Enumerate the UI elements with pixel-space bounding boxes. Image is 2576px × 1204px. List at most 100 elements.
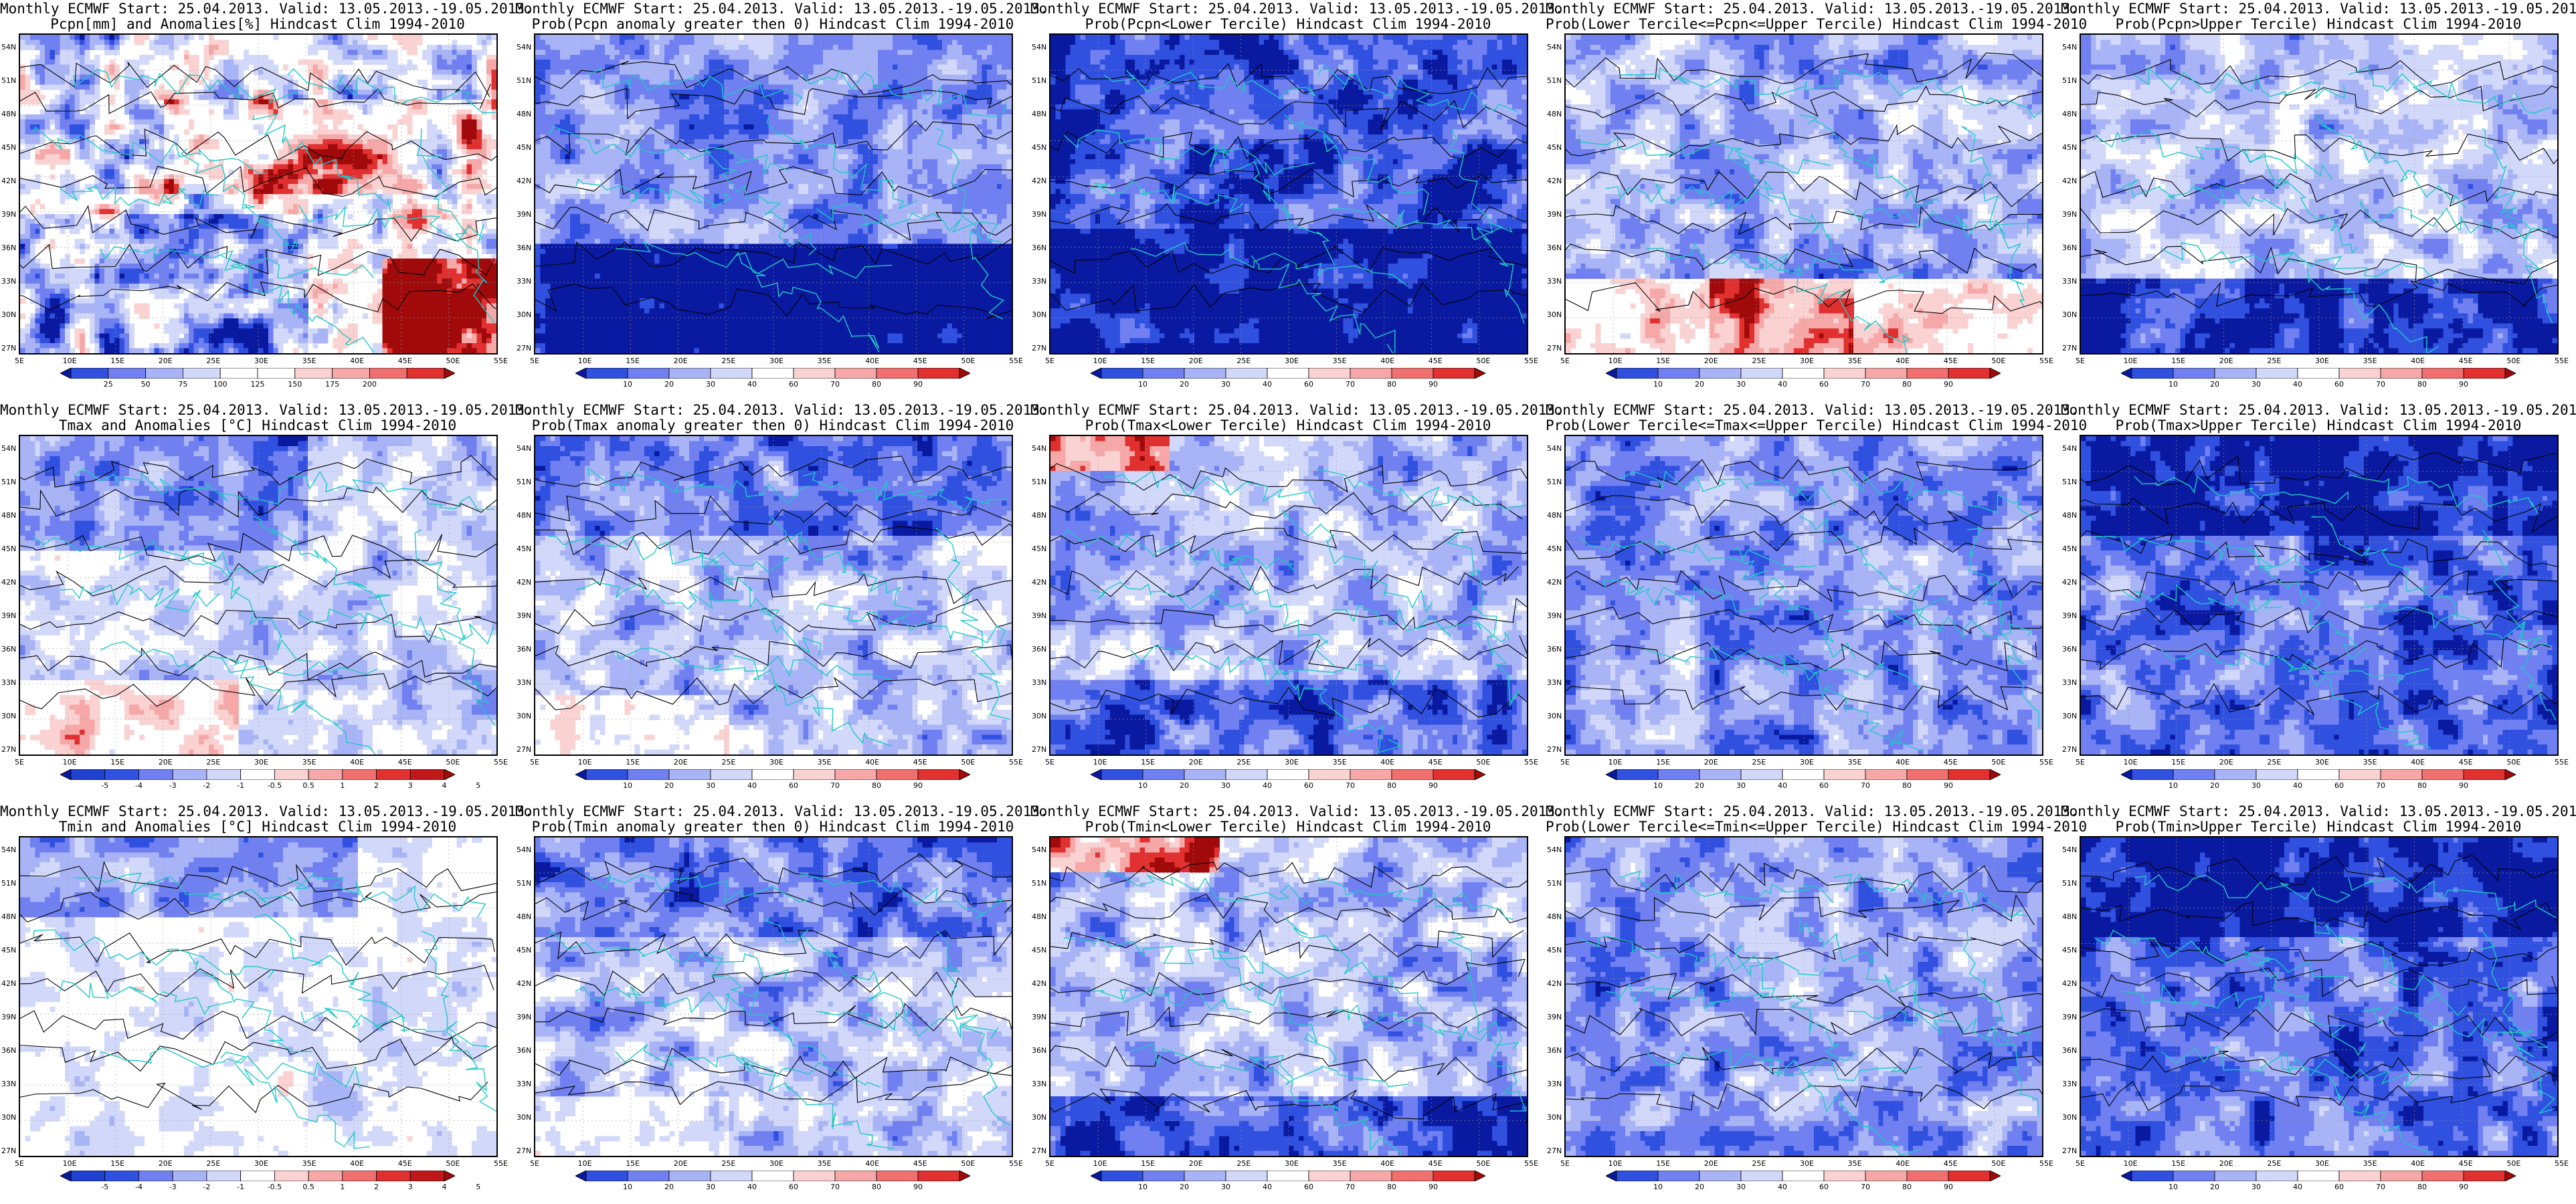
colorbar-tick-label: 10 (2169, 781, 2178, 790)
panel-title: Monthly ECMWF Start: 25.04.2013. Valid: … (2061, 403, 2576, 433)
lat-tick-label: 33N (1032, 1080, 1046, 1088)
lat-tick-label: 45N (517, 143, 531, 152)
colorbar-tick-label: 30 (2251, 380, 2261, 389)
map-panel: Monthly ECMWF Start: 25.04.2013. Valid: … (2061, 401, 2576, 803)
lon-tick-label: 25E (721, 1159, 735, 1168)
colorbar-tick-label: 2 (374, 1183, 379, 1191)
colorbar-tick-label: 60 (1819, 781, 1829, 790)
lat-tick-label: 48N (2062, 110, 2077, 118)
lat-tick-label: 42N (517, 578, 531, 587)
lon-tick-label: 55E (1009, 357, 1023, 365)
lon-tick-label: 50E (446, 1159, 460, 1168)
colorbar-labels: 10 20 30 40 60 70 80 90 (2121, 1183, 2516, 1193)
lat-tick-label: 42N (2062, 177, 2077, 185)
panel-title-line2: Prob(Tmax anomaly greater then 0) Hindca… (515, 418, 1030, 433)
colorbar (2121, 769, 2516, 780)
map-field (20, 35, 496, 353)
lat-tick-label: 30N (517, 310, 531, 319)
lon-tick-label: 50E (2506, 357, 2520, 365)
lat-tick-label: 54N (517, 845, 531, 854)
colorbar (2121, 368, 2516, 379)
map-frame (1564, 33, 2043, 355)
lat-tick-label: 27N (1032, 344, 1046, 353)
colorbar-swatches (60, 1171, 455, 1181)
lon-tick-label: 50E (1476, 1159, 1490, 1168)
lat-tick-label: 36N (517, 645, 531, 654)
colorbar-tick-label: -3 (169, 1183, 177, 1191)
lon-tick-label: 35E (2363, 758, 2377, 767)
lat-tick-label: 45N (1, 946, 16, 955)
colorbar-tick-label: 60 (1304, 1183, 1313, 1191)
lon-tick-label: 25E (2267, 758, 2281, 767)
colorbar-tick-label: 10 (623, 1183, 632, 1191)
lon-tick-label: 20E (1704, 758, 1718, 767)
colorbar-tick-label: -4 (135, 1183, 143, 1191)
panel-title-line2: Tmax and Anomalies [°C] Hindcast Clim 19… (0, 418, 515, 433)
lon-tick-label: 10E (2124, 758, 2138, 767)
lon-tick-label: 30E (2315, 758, 2329, 767)
colorbar-tick-label: 30 (706, 380, 715, 389)
panel-title-line1: Monthly ECMWF Start: 25.04.2013. Valid: … (2061, 804, 2576, 819)
lon-tick-label: 10E (578, 758, 592, 767)
lat-tick-label: 30N (1032, 1113, 1046, 1122)
colorbar-tick-label: 0.5 (302, 781, 314, 790)
lat-tick-label: 33N (2062, 1080, 2077, 1088)
lon-tick-label: 15E (1656, 758, 1670, 767)
lat-tick-label: 39N (1032, 210, 1046, 219)
lat-tick-label: 48N (1547, 511, 1562, 520)
lon-tick-label: 30E (1800, 357, 1814, 365)
lon-tick-label: 50E (446, 357, 460, 365)
lon-tick-label: 10E (1608, 357, 1623, 365)
colorbar-tick-label: -3 (169, 781, 177, 790)
lon-tick-label: 30E (2315, 1159, 2329, 1168)
lon-tick-label: 45E (1944, 357, 1958, 365)
colorbar-tick-label: 40 (1263, 380, 1272, 389)
panel-title: Monthly ECMWF Start: 25.04.2013. Valid: … (1030, 804, 1546, 835)
colorbar (2121, 1171, 2516, 1181)
panel-title-line2: Prob(Tmin>Upper Tercile) Hindcast Clim 1… (2061, 819, 2576, 835)
colorbar-tick-label: 60 (789, 1183, 798, 1191)
colorbar-tick-label: 20 (1695, 781, 1704, 790)
panel-title-line2: Prob(Tmax>Upper Tercile) Hindcast Clim 1… (2061, 418, 2576, 433)
lat-tick-label: 48N (1, 511, 16, 520)
lon-tick-label: 25E (206, 1159, 220, 1168)
lon-tick-label: 30E (769, 357, 784, 365)
colorbar-tick-label: 60 (1819, 1183, 1829, 1191)
lat-tick-label: 27N (1547, 344, 1562, 353)
lon-tick-label: 5E (2076, 357, 2085, 365)
lat-tick-label: 45N (1, 544, 16, 553)
lon-tick-label: 20E (674, 758, 688, 767)
colorbar-tick-label: 10 (2169, 380, 2178, 389)
lon-tick-label: 25E (2267, 357, 2281, 365)
lon-tick-label: 40E (1896, 357, 1910, 365)
panel-title: Monthly ECMWF Start: 25.04.2013. Valid: … (1546, 804, 2061, 835)
lat-tick-label: 30N (2062, 310, 2077, 319)
lon-tick-label: 45E (2459, 357, 2473, 365)
lon-tick-label: 45E (398, 1159, 412, 1168)
lon-tick-label: 10E (578, 1159, 592, 1168)
lat-tick-label: 30N (1, 310, 16, 319)
colorbar-tick-label: 90 (1944, 781, 1953, 790)
colorbar-tick-label: 90 (1429, 380, 1438, 389)
lon-tick-label: 10E (1093, 758, 1107, 767)
panel-title-line1: Monthly ECMWF Start: 25.04.2013. Valid: … (2061, 1, 2576, 17)
map-frame (19, 435, 498, 756)
panel-title: Monthly ECMWF Start: 25.04.2013. Valid: … (515, 1, 1030, 32)
colorbar-tick-label: 60 (1819, 380, 1829, 389)
lon-tick-label: 20E (2219, 357, 2233, 365)
map-panel: Monthly ECMWF Start: 25.04.2013. Valid: … (515, 803, 1030, 1204)
map-frame (534, 836, 1013, 1157)
colorbar-tick-label: 3 (408, 1183, 413, 1191)
colorbar-tick-label: 80 (1902, 1183, 1912, 1191)
lon-tick-label: 40E (1896, 758, 1910, 767)
lat-tick-label: 30N (1032, 310, 1046, 319)
lat-tick-label: 27N (1, 745, 16, 754)
lat-tick-label: 48N (517, 912, 531, 921)
colorbar-tick-label: 20 (2210, 380, 2219, 389)
colorbar-tick-label: 90 (913, 380, 923, 389)
panel-title: Monthly ECMWF Start: 25.04.2013. Valid: … (1546, 403, 2061, 433)
colorbar-swatches (575, 769, 970, 780)
lon-tick-label: 20E (159, 1159, 173, 1168)
colorbar-tick-label: 4 (442, 1183, 447, 1191)
lon-tick-label: 30E (1800, 758, 1814, 767)
